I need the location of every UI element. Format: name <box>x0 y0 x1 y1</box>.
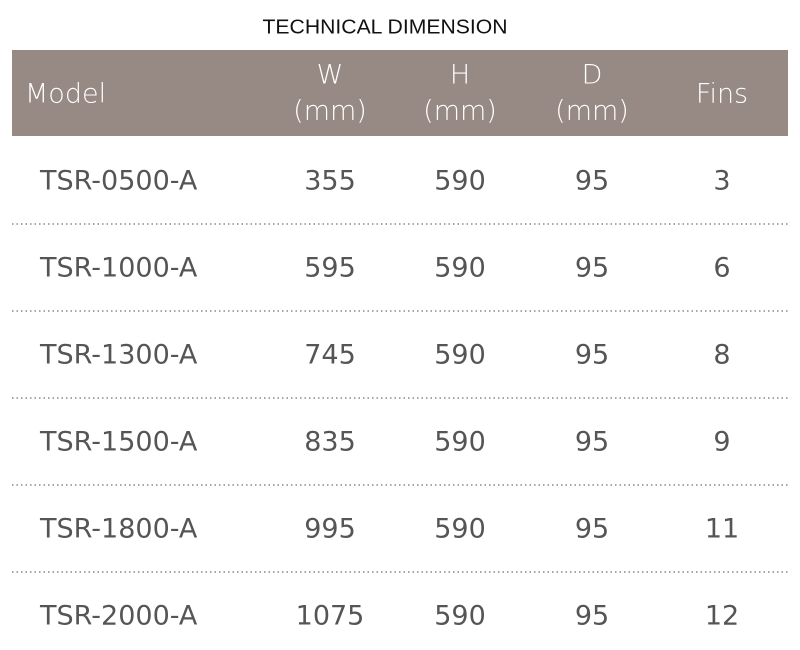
table-cell: 12 <box>705 601 739 632</box>
table-cell: 590 <box>434 514 486 545</box>
header-cell: W <box>317 60 344 91</box>
header-cell: D <box>582 60 603 91</box>
table-cell: 3 <box>713 166 730 197</box>
header-cell: H <box>450 60 470 91</box>
table-cell: TSR-2000-A <box>39 601 198 632</box>
table-cell: 835 <box>304 427 356 458</box>
table-cell: 745 <box>304 340 356 371</box>
header-cell: Model <box>25 79 106 110</box>
table-cell: 9 <box>713 427 730 458</box>
table-cell: TSR-1500-A <box>39 427 198 458</box>
header-cell: (mm) <box>293 96 367 127</box>
table-title: TECHNICAL DIMENSION <box>263 16 508 38</box>
table-cell: 590 <box>434 166 486 197</box>
table-cell: 355 <box>304 166 356 197</box>
table-cell: 95 <box>575 340 609 371</box>
table-cell: 590 <box>434 340 486 371</box>
table-cell: TSR-0500-A <box>39 166 198 197</box>
table-cell: 95 <box>575 601 609 632</box>
table-cell: 1075 <box>296 601 365 632</box>
table-cell: 6 <box>713 253 730 284</box>
table-cell: 95 <box>575 514 609 545</box>
header-band <box>12 50 788 136</box>
table-cell: TSR-1300-A <box>39 340 198 371</box>
table-cell: 995 <box>304 514 356 545</box>
header-cell: Fins <box>696 79 748 110</box>
header-cell: (mm) <box>555 96 629 127</box>
table-cell: 95 <box>575 427 609 458</box>
header-cell: (mm) <box>423 96 497 127</box>
table-cell: 11 <box>705 514 739 545</box>
table-cell: 595 <box>304 253 356 284</box>
table-cell: 590 <box>434 427 486 458</box>
table-cell: 590 <box>434 253 486 284</box>
table-cell: 590 <box>434 601 486 632</box>
table-cell: TSR-1800-A <box>39 514 198 545</box>
table-cell: TSR-1000-A <box>39 253 198 284</box>
table-cell: 95 <box>575 166 609 197</box>
table-cell: 8 <box>713 340 730 371</box>
table-cell: 95 <box>575 253 609 284</box>
